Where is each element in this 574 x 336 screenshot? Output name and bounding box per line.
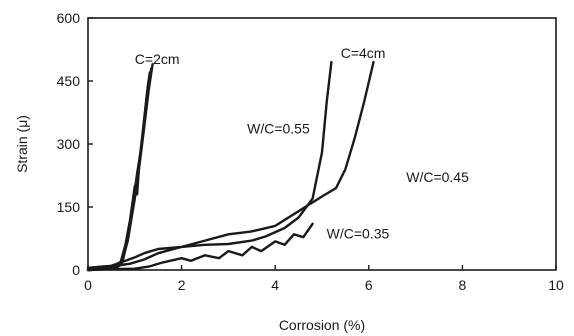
series-line-1 [86, 71, 151, 272]
y-tick-label: 450 [57, 73, 81, 89]
y-tick-label: 0 [72, 262, 80, 278]
series-layer [86, 60, 375, 272]
annotation-label: W/C=0.35 [327, 226, 390, 242]
ticks-layer: 0 2 4 6 8 10 0 150 300 450 600 [57, 10, 564, 293]
annotation-label: C=2cm [135, 51, 180, 67]
annotation-label: W/C=0.55 [247, 121, 310, 137]
series-line-4 [86, 60, 333, 270]
x-tick-label: 4 [271, 277, 279, 293]
y-tick-label: 150 [57, 199, 81, 215]
x-tick-label: 10 [548, 277, 564, 293]
series-line-6 [86, 222, 314, 272]
series-line-2 [86, 67, 153, 272]
y-axis-label: Strain (μ) [14, 115, 30, 173]
series-line-5 [86, 60, 375, 270]
x-tick-label: 0 [84, 277, 92, 293]
annotation-label: C=4cm [341, 45, 386, 61]
x-tick-label: 8 [459, 277, 467, 293]
y-tick-label: 300 [57, 136, 81, 152]
y-tick-label: 600 [57, 10, 81, 26]
annotation-layer: C=2cm C=4cm W/C=0.55 W/C=0.45 W/C=0.35 [135, 45, 469, 242]
annotation-label: W/C=0.45 [406, 169, 469, 185]
series-line-3 [86, 63, 154, 272]
x-tick-label: 6 [365, 277, 373, 293]
x-tick-label: 2 [178, 277, 186, 293]
x-axis-label: Corrosion (%) [279, 317, 365, 333]
